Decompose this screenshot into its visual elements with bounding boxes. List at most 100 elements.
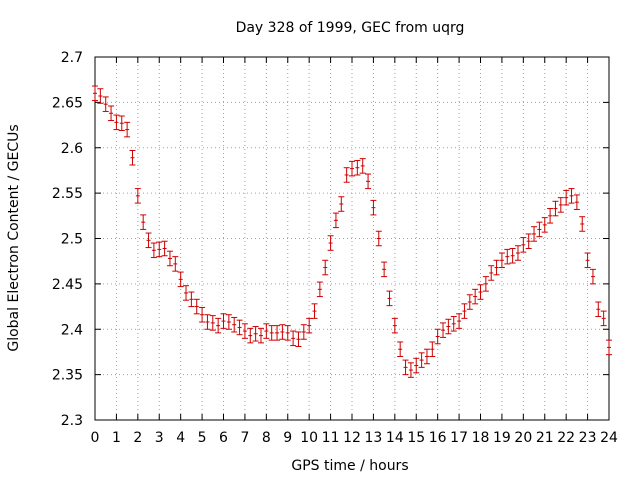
- x-tick-label: 14: [386, 430, 404, 446]
- data-point: [413, 357, 420, 374]
- x-axis-label: GPS time / hours: [291, 458, 408, 474]
- y-tick-label: 2.6: [61, 141, 83, 157]
- data-point: [365, 173, 372, 190]
- data-point: [584, 252, 591, 269]
- x-tick-label: 11: [322, 430, 340, 446]
- data-point: [423, 348, 430, 365]
- data-point: [349, 160, 355, 177]
- y-tick-label: 2.7: [61, 50, 83, 66]
- x-tick-label: 17: [450, 430, 468, 446]
- x-tick-label: 12: [343, 430, 361, 446]
- x-tick-label: 16: [429, 430, 447, 446]
- x-tick-label: 6: [219, 430, 228, 446]
- y-axis-label: Global Electron Content / GECUs: [6, 124, 22, 351]
- data-point: [140, 214, 147, 230]
- data-point: [188, 291, 195, 308]
- data-point: [450, 316, 457, 332]
- y-tick-label: 2.35: [52, 368, 83, 384]
- data-point: [225, 314, 232, 330]
- y-tick-label: 2.45: [52, 277, 83, 293]
- data-point: [193, 298, 200, 315]
- data-point: [466, 294, 473, 310]
- x-tick-label: 15: [407, 430, 425, 446]
- data-point: [118, 115, 125, 132]
- y-tick-label: 2.65: [52, 95, 83, 111]
- data-point: [600, 310, 607, 327]
- data-point: [445, 318, 452, 335]
- data-point: [284, 325, 291, 341]
- data-point: [391, 317, 398, 334]
- data-point: [418, 352, 425, 368]
- x-tick-label: 19: [493, 430, 511, 446]
- x-tick-label: 20: [514, 430, 532, 446]
- data-point: [477, 284, 484, 300]
- data-point: [220, 313, 227, 329]
- data-point: [407, 362, 414, 378]
- data-point: [150, 242, 157, 259]
- data-point: [488, 265, 495, 281]
- data-point: [215, 317, 222, 334]
- data-point: [199, 306, 206, 323]
- data-point: [514, 245, 521, 261]
- data-point: [268, 325, 275, 341]
- data-point: [295, 331, 302, 347]
- data-point: [172, 256, 179, 272]
- grid: [94, 56, 610, 421]
- data-point: [316, 281, 323, 298]
- data-point: [359, 158, 366, 174]
- data-point: [381, 261, 388, 278]
- data-point: [124, 121, 131, 138]
- x-tick-label: 23: [579, 430, 597, 446]
- data-point: [606, 339, 612, 356]
- data-point: [461, 303, 468, 319]
- data-point: [177, 271, 184, 288]
- data-point: [434, 328, 441, 345]
- x-tick-label: 7: [240, 430, 249, 446]
- x-tick-label: 13: [365, 430, 383, 446]
- data-point: [247, 327, 254, 344]
- data-point: [579, 216, 586, 232]
- data-point: [204, 314, 211, 330]
- data-point: [536, 221, 543, 238]
- data-point: [557, 197, 564, 213]
- data-point: [332, 212, 339, 229]
- data-point: [520, 237, 527, 253]
- data-point: [134, 188, 141, 204]
- data-point: [166, 250, 173, 267]
- data-point: [589, 268, 596, 285]
- chart-title: Day 328 of 1999, GEC from uqrg: [236, 20, 465, 36]
- x-tick-label: 10: [300, 430, 318, 446]
- y-tick-label: 2.4: [61, 322, 83, 338]
- data-point: [300, 324, 307, 340]
- data-point: [541, 217, 548, 233]
- data-point: [456, 313, 463, 329]
- x-tick-label: 18: [472, 430, 490, 446]
- x-tick-label: 21: [536, 430, 554, 446]
- data-point: [504, 248, 511, 265]
- data-point: [290, 330, 297, 347]
- data-point: [354, 159, 361, 176]
- data-point: [493, 259, 500, 276]
- data-point: [509, 247, 516, 264]
- data-point: [306, 317, 313, 334]
- data-point: [183, 285, 190, 301]
- data-point: [440, 322, 447, 338]
- data-point: [241, 323, 248, 339]
- data-point: [573, 194, 580, 210]
- x-tick-label: 2: [133, 430, 142, 446]
- x-tick-label: 4: [176, 430, 185, 446]
- data-point: [482, 276, 489, 292]
- data-series: [92, 85, 612, 378]
- x-tick-label: 24: [600, 430, 618, 446]
- data-point: [595, 301, 602, 318]
- data-point: [525, 233, 532, 249]
- data-point: [397, 341, 404, 357]
- data-point: [145, 232, 152, 249]
- data-point: [498, 252, 505, 269]
- data-point: [209, 315, 216, 331]
- data-point: [531, 226, 538, 242]
- data-point: [563, 189, 570, 206]
- x-tick-label: 5: [198, 430, 207, 446]
- y-tick-label: 2.55: [52, 186, 83, 202]
- data-point: [547, 208, 554, 224]
